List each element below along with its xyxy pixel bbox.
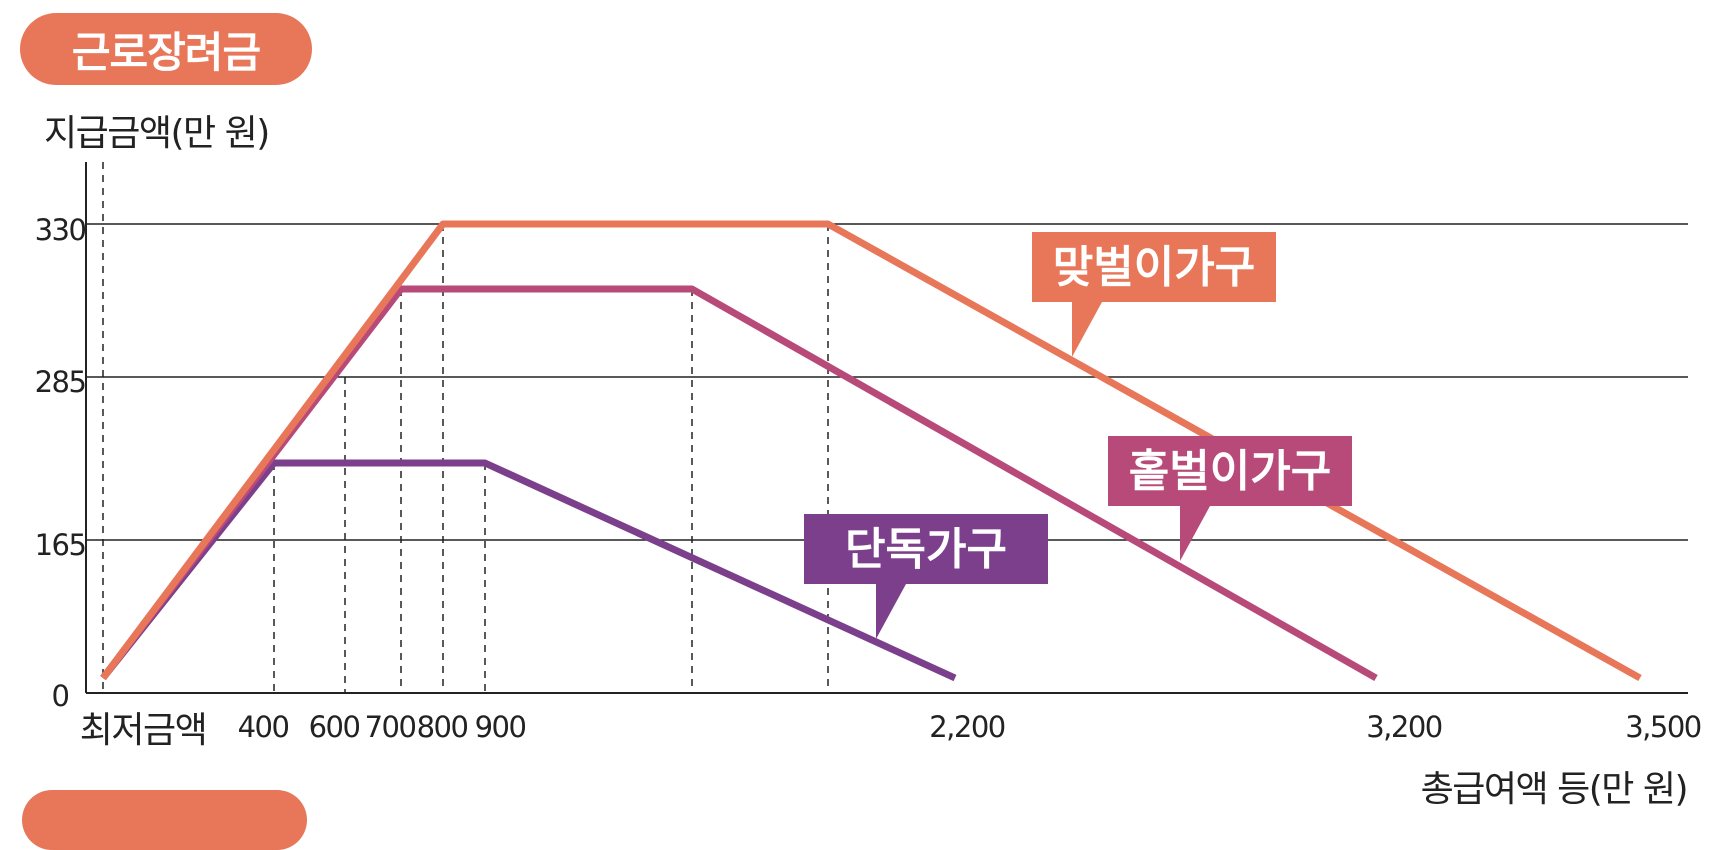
x-tick-label: 400 <box>238 710 289 744</box>
y-tick-label: 285 <box>35 365 86 399</box>
series-label-1: 홑벌이가구 <box>1129 446 1331 497</box>
callout-tail-1 <box>1180 506 1210 561</box>
series-label-2: 단독가구 <box>845 524 1007 575</box>
x-axis-label: 총급여액 등(만 원) <box>1420 769 1689 810</box>
callout-tail-2 <box>876 584 906 639</box>
chart-stage: 근로장려금 지급금액(만 원) 0 165 285 330 최저금액 400 600 700 8… <box>20 13 1702 850</box>
x-tick-label: 최저금액 <box>80 710 206 751</box>
x-tick-label: 800 <box>417 710 468 744</box>
series-label-0: 맞벌이가구 <box>1053 242 1255 293</box>
x-tick-label: 3,500 <box>1625 710 1701 744</box>
callout-box-2 <box>804 514 1048 584</box>
y-tick-label: 330 <box>35 213 86 247</box>
y-axis-label: 지급금액(만 원) <box>44 113 270 154</box>
x-tick-label: 3,200 <box>1366 710 1442 744</box>
chart-title: 근로장려금 <box>71 27 261 77</box>
x-tick-label: 700 <box>365 710 416 744</box>
y-tick-label: 165 <box>35 528 86 562</box>
callout-box-0 <box>1032 232 1276 302</box>
callout-tail-0 <box>1072 302 1102 357</box>
x-tick-label: 600 <box>309 710 360 744</box>
y-tick-label: 0 <box>52 679 69 713</box>
next-section-badge <box>22 790 307 850</box>
series-line-0 <box>100 220 1642 682</box>
x-tick-label: 900 <box>475 710 526 744</box>
x-tick-label: 2,200 <box>929 710 1005 744</box>
benefit-chart: 0 165 285 330 최저금액 400 600 700 800 900 2,200 3,200 3… <box>35 162 1702 751</box>
callout-box-1 <box>1108 436 1352 506</box>
chart-title-badge: 근로장려금 <box>20 13 312 85</box>
